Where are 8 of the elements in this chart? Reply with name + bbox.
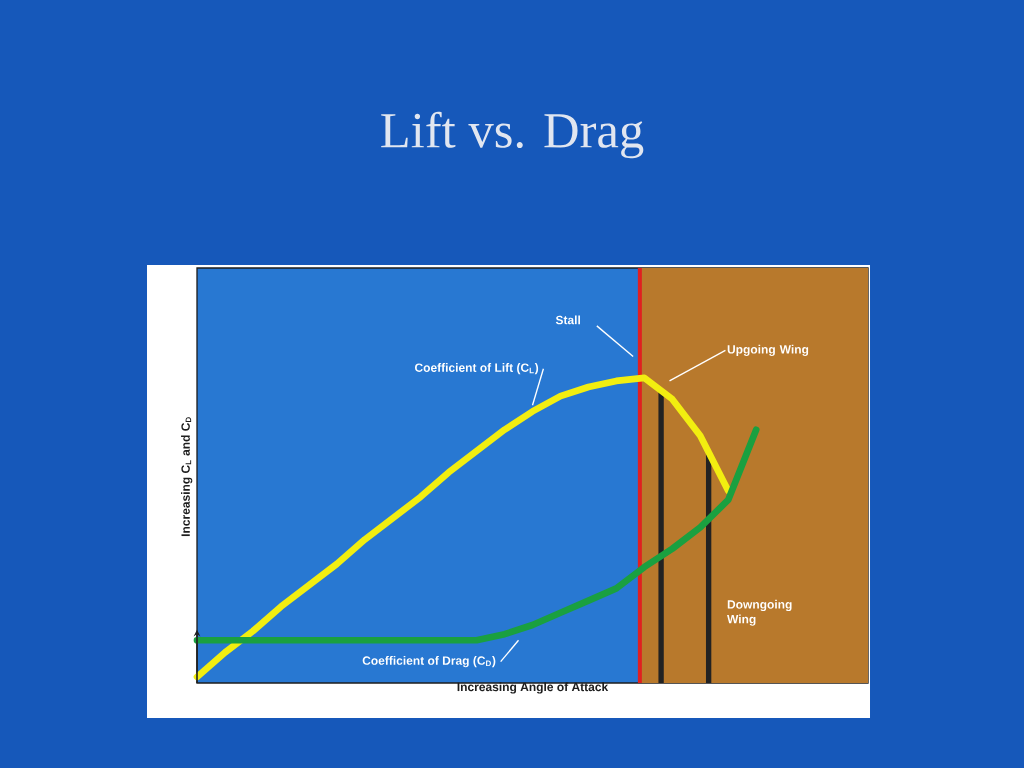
chart-title: Lift vs. Drag (381, 111, 644, 159)
series-label: Coefficient of Drag (C$_{D}$) (362, 656, 496, 668)
annotation: Downgoing Wing (727, 599, 792, 626)
y-axis-title: Increasing C$_{L}$ and C$_{D}$ (181, 417, 193, 537)
x-axis-title: Increasing Angle of Attack (457, 682, 609, 694)
text: Upgoing Wing (727, 344, 809, 357)
text: Stall (555, 315, 580, 325)
text: Coefficient of Lift (C$_{L}$) (414, 363, 539, 375)
